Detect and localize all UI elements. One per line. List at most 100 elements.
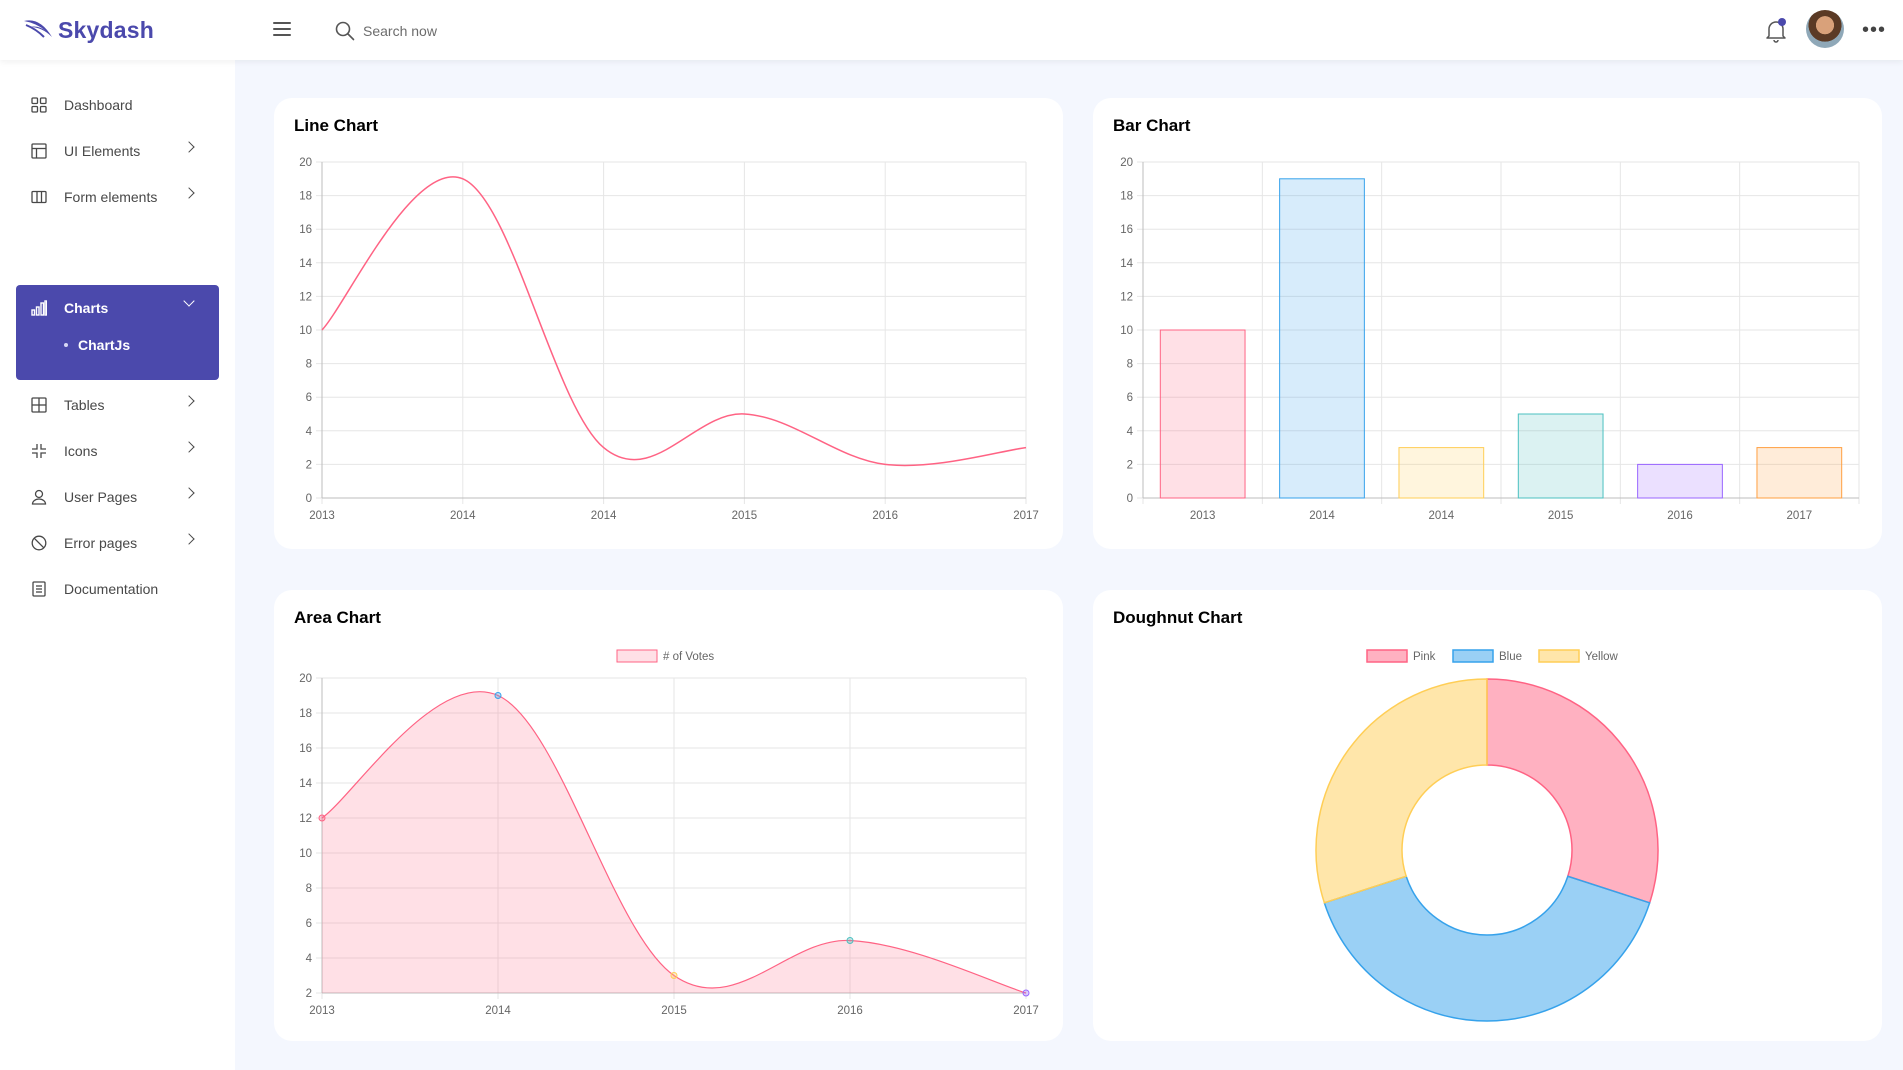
sidebar-item-error-pages[interactable]: Error pages: [16, 520, 219, 566]
sidebar-item-label: Charts: [64, 300, 109, 316]
doughnut-chart-card: Doughnut Chart Pink Blue Yellow: [1093, 590, 1882, 1041]
x-tick-label: 2014: [485, 1005, 511, 1017]
y-tick-label: 14: [1120, 258, 1133, 270]
y-tick-label: 6: [1127, 392, 1133, 404]
legend-swatch: [1366, 649, 1408, 663]
legend-swatch: [1538, 649, 1580, 663]
legend-swatch: [1452, 649, 1494, 663]
sidebar-item-icons[interactable]: Icons: [16, 428, 219, 474]
sidebar-item-form-elements[interactable]: Form elements: [16, 174, 219, 220]
minimize-icon: [30, 442, 48, 460]
x-tick-label: 2014: [1429, 510, 1455, 522]
y-tick-label: 14: [299, 778, 312, 790]
sidebar-item-label: UI Elements: [64, 143, 141, 159]
legend-label: Pink: [1413, 651, 1436, 663]
card-title: Doughnut Chart: [1113, 608, 1243, 627]
bar: [1398, 447, 1485, 499]
bullet-icon: [64, 343, 68, 347]
menu-toggle-icon[interactable]: [273, 22, 291, 38]
search-input[interactable]: [363, 23, 563, 39]
search-icon[interactable]: [335, 21, 355, 41]
sidebar-item-label: Dashboard: [64, 97, 133, 113]
user-icon: [30, 488, 48, 506]
line-chart-card: Line Chart 0 2 4 6 8 10 12 14 16 18 20 2013 2014 2014…: [274, 98, 1063, 549]
y-tick-label: 2: [1127, 459, 1133, 471]
table-icon: [30, 396, 48, 414]
x-tick-label: 2016: [1667, 510, 1693, 522]
bar: [1517, 413, 1604, 499]
data-point: [1022, 989, 1030, 997]
bar: [1159, 329, 1246, 499]
sidebar-item-dashboard[interactable]: Dashboard: [16, 82, 219, 128]
ban-icon: [30, 534, 48, 552]
bar-chart-card: Bar Chart 0 2 4 6 8 10 12 14 16 18 20 2013 2014 2014 2…: [1093, 98, 1882, 549]
layout-icon: [30, 142, 48, 160]
sidebar-item-documentation[interactable]: Documentation: [16, 566, 219, 612]
sidebar-item-label: Documentation: [64, 581, 159, 597]
y-tick-label: 4: [306, 426, 313, 438]
doughnut-slice: [1486, 678, 1659, 904]
sidebar-item-charts-group: Charts ChartJs: [16, 285, 219, 380]
bar: [1279, 178, 1365, 499]
series-line: [321, 691, 1027, 994]
notification-button[interactable]: [1764, 18, 1788, 44]
sidebar-item-label: Icons: [64, 443, 98, 459]
x-tick-label: 2017: [1013, 1005, 1039, 1017]
doughnut-slice: [1315, 678, 1488, 904]
y-tick-label: 20: [299, 673, 312, 685]
y-tick-label: 18: [299, 708, 312, 720]
line-chart: 0 2 4 6 8 10 12 14 16 18 20 2013 2014 2014 2015 2016 201…: [299, 157, 1039, 522]
sidebar-item-label: User Pages: [64, 489, 138, 505]
sidebar: Dashboard UI Elements Form elements Char…: [0, 60, 235, 1070]
bar-chart-icon: [30, 299, 48, 317]
wing-logo-icon: [24, 20, 52, 38]
area-chart-card: Area Chart 2 4 6 8 10 12 14 16 18 20 2013 2014 2015 2…: [274, 590, 1063, 1041]
x-tick-label: 2017: [1013, 510, 1039, 522]
sidebar-item-label: Form elements: [64, 189, 158, 205]
more-options-icon[interactable]: •••: [1862, 19, 1887, 41]
x-tick-label: 2015: [732, 510, 758, 522]
y-tick-label: 12: [299, 291, 312, 303]
top-navbar: Skydash •••: [0, 0, 1903, 60]
sidebar-item-tables[interactable]: Tables: [16, 382, 219, 428]
card-title: Area Chart: [294, 608, 381, 627]
y-tick-label: 20: [299, 157, 312, 169]
sidebar-item-charts[interactable]: Charts: [16, 285, 219, 331]
y-tick-label: 8: [306, 883, 312, 895]
data-point: [846, 937, 854, 944]
legend-label: Yellow: [1585, 651, 1619, 663]
bar: [1756, 447, 1843, 499]
card-title: Line Chart: [294, 116, 379, 135]
columns-icon: [30, 188, 48, 206]
data-point: [494, 692, 502, 699]
y-tick-label: 16: [299, 743, 312, 755]
x-tick-label: 2014: [591, 510, 617, 522]
brand-logo[interactable]: Skydash: [22, 12, 154, 48]
sidebar-item-user-pages[interactable]: User Pages: [16, 474, 219, 520]
area-chart: 2 4 6 8 10 12 14 16 18 20 2013 2014 2015 2016 2017 # of…: [299, 649, 1039, 1017]
grid-icon: [30, 96, 48, 114]
sidebar-subitem-chartjs[interactable]: ChartJs: [64, 337, 130, 353]
x-tick-label: 2014: [1309, 510, 1335, 522]
sidebar-subitem-label: ChartJs: [78, 337, 131, 353]
x-tick-label: 2015: [661, 1005, 687, 1017]
x-tick-label: 2014: [450, 510, 476, 522]
series-line: [321, 176, 1027, 467]
chevron-right-icon: [183, 441, 195, 453]
x-tick-label: 2016: [837, 1005, 863, 1017]
user-avatar[interactable]: [1806, 10, 1844, 48]
y-tick-label: 10: [1120, 325, 1133, 337]
bar: [1637, 463, 1723, 499]
series-area: [322, 691, 1026, 993]
legend-swatch: [616, 649, 658, 663]
y-tick-label: 2: [306, 988, 312, 1000]
search-bar: [335, 18, 563, 44]
y-tick-label: 14: [299, 258, 312, 270]
legend-label: # of Votes: [663, 651, 714, 663]
card-title: Bar Chart: [1113, 116, 1191, 135]
sidebar-item-ui-elements[interactable]: UI Elements: [16, 128, 219, 174]
data-point: [670, 972, 678, 979]
chevron-right-icon: [183, 187, 195, 199]
sidebar-item-label: Tables: [64, 397, 105, 413]
bar-chart: 0 2 4 6 8 10 12 14 16 18 20 2013 2014 2014 2015 2016 201…: [1120, 157, 1860, 522]
